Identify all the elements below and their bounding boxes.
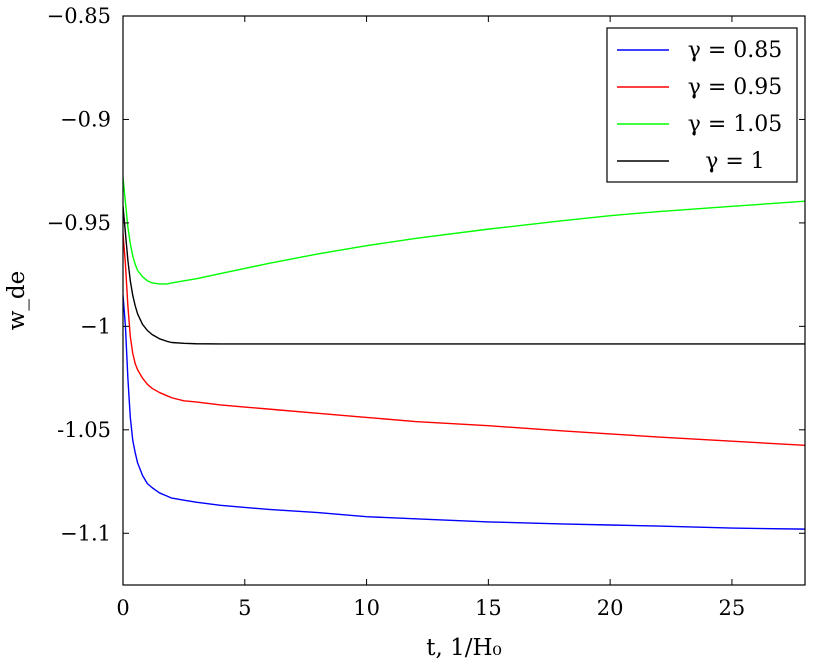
series-line-3 xyxy=(123,176,805,285)
series-line-1 xyxy=(123,294,805,530)
plot-area xyxy=(123,176,805,530)
plot-frame xyxy=(122,15,806,586)
ticks xyxy=(122,15,805,585)
y-axis-label: w_de xyxy=(4,271,30,331)
x-tick-label: 0 xyxy=(116,596,129,620)
legend-label: γ = 1.05 xyxy=(688,112,783,137)
legend: γ = 0.85 γ = 0.95 γ = 1.05 γ = 1 xyxy=(606,27,798,183)
tick-labels: 0 5 10 15 20 25 −0.85 −0.9 −0.95 −1 -1.05 −1.1 xyxy=(47,4,746,620)
y-tick-label: −1 xyxy=(80,314,111,338)
legend-box xyxy=(606,27,798,183)
y-tick-label: -1.05 xyxy=(57,418,111,442)
series-line-4 xyxy=(123,205,805,345)
legend-label: γ = 0.85 xyxy=(688,38,783,63)
x-tick-label: 5 xyxy=(238,596,251,620)
y-tick-label: −1.1 xyxy=(60,521,111,545)
x-tick-label: 25 xyxy=(719,596,746,620)
y-tick-label: −0.85 xyxy=(47,4,111,28)
legend-label: γ = 0.95 xyxy=(688,75,783,100)
y-tick-label: −0.95 xyxy=(47,211,111,235)
legend-label: γ = 1 xyxy=(705,149,765,174)
y-tick-label: −0.9 xyxy=(60,107,111,131)
x-tick-label: 15 xyxy=(475,596,502,620)
series-line-2 xyxy=(123,232,805,447)
x-axis-label: t, 1/H₀ xyxy=(426,635,502,661)
x-tick-label: 20 xyxy=(597,596,624,620)
x-tick-label: 10 xyxy=(353,596,380,620)
